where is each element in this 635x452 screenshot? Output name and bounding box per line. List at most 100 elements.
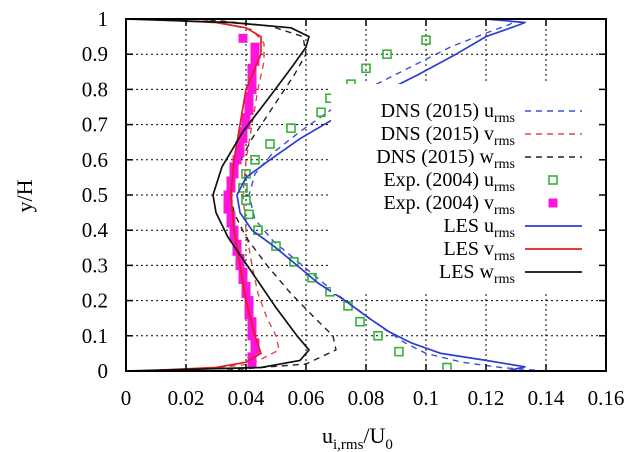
x-tick-label: 0.16 [588, 386, 625, 410]
series-dns-2015-v-rms [185, 19, 280, 371]
data-point [244, 98, 254, 108]
series-line [248, 19, 547, 371]
data-point [241, 195, 251, 206]
data-point [250, 56, 260, 66]
data-point [241, 282, 251, 292]
x-axis-title-tail: /U [363, 423, 385, 448]
data-point [238, 33, 248, 43]
y-tick-label: 0.8 [82, 77, 108, 101]
data-point [247, 63, 257, 73]
data-point [244, 209, 254, 220]
data-point [241, 113, 251, 123]
series-les-u-rms [236, 19, 526, 371]
data-point [238, 267, 248, 277]
x-tick-label: 0.12 [468, 386, 505, 410]
data-point [247, 324, 257, 334]
data-point [421, 35, 431, 45]
x-tick-label: 0 [121, 386, 132, 410]
series-dns-2015-w-rms [200, 19, 337, 371]
data-point [244, 296, 254, 306]
data-point [232, 155, 242, 165]
series-line [185, 19, 280, 371]
data-point [250, 49, 260, 59]
y-tick-label: 0.1 [82, 324, 108, 348]
data-point [286, 123, 296, 133]
data-point [235, 148, 245, 158]
data-point [226, 218, 236, 228]
series-line [140, 19, 262, 371]
legend-label: LES wrms [439, 261, 515, 287]
legend-swatch [548, 198, 558, 208]
y-tick-label: 0.6 [82, 148, 108, 172]
legend-label: Exp. (2004) urms [383, 169, 515, 195]
x-tick-label: 0.14 [528, 386, 565, 410]
data-point [247, 77, 257, 87]
data-point [250, 155, 260, 165]
data-point [247, 331, 257, 341]
data-point [373, 330, 383, 341]
data-point [241, 120, 251, 130]
y-tick-label: 0.2 [82, 289, 108, 313]
data-point [355, 316, 365, 327]
y-tick-label: 0.7 [82, 113, 108, 137]
data-point [229, 232, 239, 242]
legend-label: LES vrms [443, 238, 515, 264]
data-point [247, 359, 257, 369]
series-les-w-rms [126, 19, 310, 371]
data-point [241, 289, 251, 299]
ticks [125, 18, 607, 372]
data-point [316, 107, 326, 118]
data-point [235, 141, 245, 151]
data-point [442, 362, 452, 371]
data-point [394, 346, 404, 357]
y-tick-label: 0 [98, 359, 109, 383]
data-point [250, 345, 260, 355]
y-tick-label: 0.3 [82, 253, 108, 277]
legend-background [331, 84, 599, 294]
data-point [265, 139, 275, 149]
y-tick-labels: 0 0.1 0.2 0.3 0.4 0.5 0.6 0.7 0.8 0.9 1 [82, 7, 109, 383]
x-axis-title-main: u [322, 423, 333, 448]
data-point [223, 204, 233, 214]
data-point [235, 253, 245, 263]
x-axis-title-sub: i,rms [333, 437, 364, 452]
data-point [250, 338, 260, 348]
data-point [223, 190, 233, 200]
x-axis-title-tail-sub: 0 [385, 437, 393, 452]
x-tick-label: 0.02 [168, 386, 205, 410]
y-tick-label: 0.9 [82, 42, 108, 66]
data-point [226, 211, 236, 221]
x-tick-label: 0.06 [288, 386, 325, 410]
data-point [289, 257, 299, 267]
x-tick-labels: 0 0.02 0.04 0.06 0.08 0.1 0.12 0.14 0.16 [121, 386, 625, 410]
series-line [126, 19, 310, 371]
data-point [250, 42, 260, 52]
x-tick-label: 0.08 [348, 386, 385, 410]
y-tick-label: 1 [98, 7, 109, 31]
legend-label: DNS (2015) urms [381, 100, 515, 126]
data-point [238, 134, 248, 144]
data-point [244, 106, 254, 116]
series-line [200, 19, 337, 371]
data-point [247, 84, 257, 94]
legend-label: DNS (2015) vrms [381, 123, 515, 149]
data-point [361, 63, 371, 74]
legend-swatch [548, 175, 558, 185]
data-point [244, 303, 254, 313]
data-point [229, 169, 239, 179]
data-point [307, 272, 317, 283]
x-axis-title: ui,rms/U0 [322, 423, 393, 452]
legend-label: LES urms [443, 215, 515, 241]
series-les-v-rms [140, 19, 262, 371]
y-tick-label: 0.4 [82, 218, 109, 242]
x-tick-label: 0.1 [413, 386, 439, 410]
x-tick-label: 0.04 [228, 386, 265, 410]
data-point [247, 352, 257, 362]
legend-label: Exp. (2004) vrms [383, 192, 515, 218]
legend-label: DNS (2015) wrms [376, 146, 515, 172]
series-line [236, 19, 526, 371]
data-point [244, 91, 254, 101]
data-point [271, 241, 281, 251]
